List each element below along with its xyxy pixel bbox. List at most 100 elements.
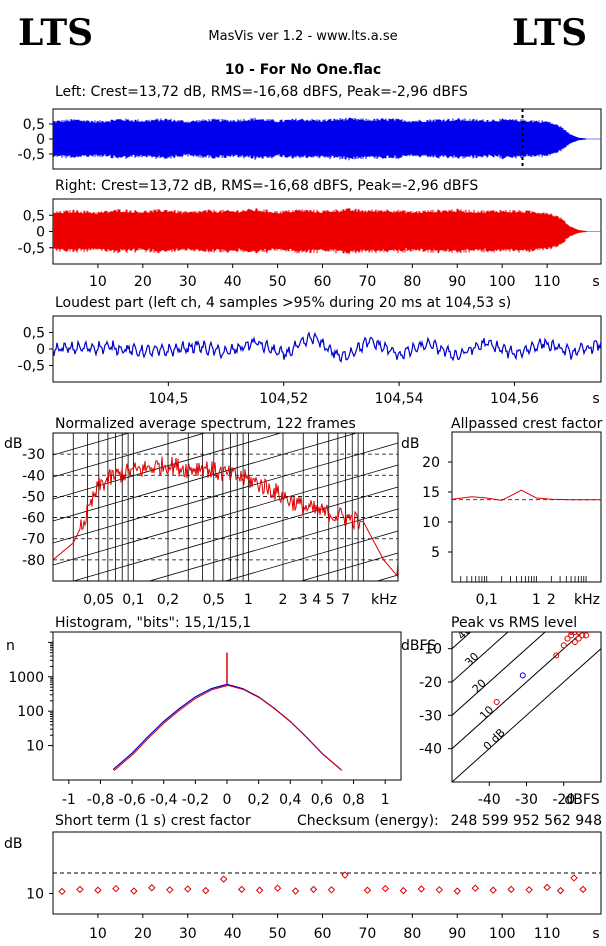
spectrum-y-ticks: -30 -40 -50 -60 -70 -80 [22,447,45,569]
allpassed-x-ticks: 0,1 1 2 kHz [476,592,600,608]
histogram-chart: 1000 100 10 -1 -0,8 -0,6 -0,4 -0,2 0 0,2 0,4 0,6 0,… [8,631,402,808]
short-term-point [130,887,138,895]
x-tick-label: -30 [515,792,538,808]
spectrum-x-ticks: 0,05 0,1 0,2 0,5 1 2 3 4 5 7 [83,592,350,608]
crest-diagonal-label: 40 [455,623,474,642]
x-tick-label: 104,5 [148,391,188,407]
file-title: 10 - For No One.flac [225,62,381,78]
short-term-point [94,886,102,894]
short-term-point [507,885,515,894]
x-tick-label: 0,4 [279,792,301,808]
x-tick-label: -0,8 [87,792,114,808]
left-waveform [53,109,601,169]
grid-line-diagonal [53,442,398,544]
y-tick-label: 10 [422,515,440,531]
peak-rms-point [553,652,560,659]
peak-rms-point [579,632,586,639]
app-title: MasVis ver 1.2 - www.lts.a.se [208,29,397,44]
x-unit-label: kHz [574,592,600,608]
short-term-point [363,886,372,894]
spectrum-ylabel: dB [4,436,23,452]
short-term-point [543,883,551,892]
y-tick-label: -60 [22,511,45,527]
x-tick-label: 60 [314,926,332,942]
short-term-points [58,871,587,896]
y-tick-label: 1000 [8,670,44,686]
peak-rms-point [583,632,590,639]
grid-line-diagonal [299,552,398,581]
loudest-part-title: Loudest part (left ch, 4 samples >95% du… [55,295,511,311]
short-term-point [489,886,497,894]
time-axis-ticks: 10 20 30 40 50 60 70 80 90 100 110 s [89,264,600,290]
x-tick-label: 60 [314,274,332,290]
x-tick-label: 0,2 [157,592,179,608]
x-tick-label: 7 [341,592,350,608]
allpassed-line [452,489,601,501]
x-tick-label: 2 [547,592,556,608]
short-term-point [453,887,461,895]
short-term-point [219,875,228,883]
grid-line-diagonal [224,530,398,581]
y-tick-label: -0,5 [18,241,45,257]
x-tick-label: 104,56 [490,391,539,407]
crest-diagonal-line [452,647,601,782]
waveform-envelope-0 [53,117,601,161]
y-tick-label: -0,5 [18,359,45,375]
x-tick-label: -0,4 [150,792,177,808]
x-tick-label: 0,1 [122,592,144,608]
y-tick-label: 10 [26,739,44,755]
x-tick-label: 1 [381,792,390,808]
y-tick-label: 15 [422,485,440,501]
short-term-point [202,886,210,895]
x-tick-label: 90 [448,274,466,290]
short-term-point [148,884,156,892]
x-tick-label: 110 [534,274,561,290]
x-tick-label: 104,52 [259,391,308,407]
allpassed-title: Allpassed crest factor [451,416,603,432]
peak-rms-frame [451,631,602,783]
short-term-point [381,884,390,893]
x-tick-label: 0,05 [83,592,114,608]
y-tick-label: -20 [419,675,442,691]
x-tick-label: 20 [134,274,152,290]
spectrum-xlabel: kHz [371,592,397,608]
short-term-point [579,885,587,894]
allpassed-grid [452,576,601,582]
left-wave-y-ticks: 0,50-0,5 [18,117,53,163]
peak-rms-point-left [519,672,526,679]
allpassed-frame [451,431,602,583]
x-tick-label: -1 [62,792,76,808]
x-tick-label: 100 [489,926,516,942]
x-tick-label: 1 [532,592,541,608]
x-tick-label: 70 [359,926,377,942]
histogram-y-ticks: 1000 100 10 [8,631,53,755]
x-tick-label: 0,2 [248,792,270,808]
short-term-point [58,887,66,896]
crest-diagonal-line [452,632,546,717]
allpassed-y-ticks: 20 15 10 5 [422,455,452,561]
short-term-point [76,885,84,894]
grid-line-diagonal [53,433,131,456]
allpassed-chart: 20 15 10 5 0,1 1 2 kHz [422,431,602,608]
peak-rms-point [575,635,582,642]
x-tick-label: 30 [179,926,197,942]
loudest-part-chart: 0,50-0,5 104,5 104,52 104,54 104,56 s [18,315,602,407]
right-wave-title: Right: Crest=13,72 dB, RMS=-16,68 dBFS, … [55,178,478,194]
x-unit-label: dBFS [564,792,599,808]
x-tick-label: 0,8 [342,792,364,808]
x-tick-label: 40 [224,274,242,290]
peak-rms-ylabel: dBFS [401,638,436,654]
x-tick-label: -0,6 [118,792,145,808]
x-tick-label: -40 [478,792,501,808]
x-unit-label: s [592,391,599,407]
short-term-point [309,885,318,894]
x-tick-label: 1 [244,592,253,608]
peak-rms-point [571,632,578,635]
y-tick-label: 0,5 [23,326,45,342]
short-term-point [417,885,426,893]
short-term-point [525,886,533,894]
x-tick-label: 0,6 [311,792,333,808]
peak-rms-point [568,632,575,639]
